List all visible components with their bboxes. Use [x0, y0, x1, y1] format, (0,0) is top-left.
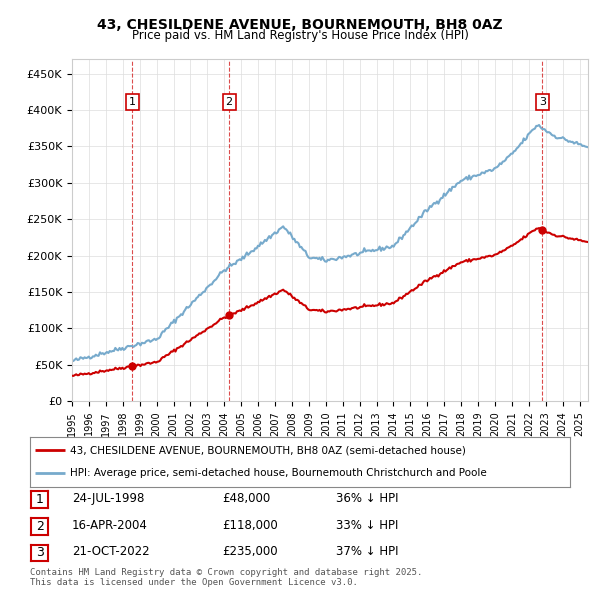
- Text: 2: 2: [35, 520, 44, 533]
- Text: 1: 1: [129, 97, 136, 107]
- Text: 3: 3: [539, 97, 546, 107]
- Text: HPI: Average price, semi-detached house, Bournemouth Christchurch and Poole: HPI: Average price, semi-detached house,…: [71, 468, 487, 478]
- Text: 24-JUL-1998: 24-JUL-1998: [72, 492, 145, 505]
- Text: 2: 2: [226, 97, 233, 107]
- Text: 33% ↓ HPI: 33% ↓ HPI: [336, 519, 398, 532]
- Text: 43, CHESILDENE AVENUE, BOURNEMOUTH, BH8 0AZ: 43, CHESILDENE AVENUE, BOURNEMOUTH, BH8 …: [97, 18, 503, 32]
- Text: 21-OCT-2022: 21-OCT-2022: [72, 545, 149, 558]
- Text: 37% ↓ HPI: 37% ↓ HPI: [336, 545, 398, 558]
- Text: 3: 3: [35, 546, 44, 559]
- Text: Price paid vs. HM Land Registry's House Price Index (HPI): Price paid vs. HM Land Registry's House …: [131, 30, 469, 42]
- Text: 16-APR-2004: 16-APR-2004: [72, 519, 148, 532]
- Text: £235,000: £235,000: [222, 545, 278, 558]
- Text: £48,000: £48,000: [222, 492, 270, 505]
- Text: 1: 1: [35, 493, 44, 506]
- Text: 36% ↓ HPI: 36% ↓ HPI: [336, 492, 398, 505]
- Text: 43, CHESILDENE AVENUE, BOURNEMOUTH, BH8 0AZ (semi-detached house): 43, CHESILDENE AVENUE, BOURNEMOUTH, BH8 …: [71, 445, 466, 455]
- Text: Contains HM Land Registry data © Crown copyright and database right 2025.
This d: Contains HM Land Registry data © Crown c…: [30, 568, 422, 587]
- Text: £118,000: £118,000: [222, 519, 278, 532]
